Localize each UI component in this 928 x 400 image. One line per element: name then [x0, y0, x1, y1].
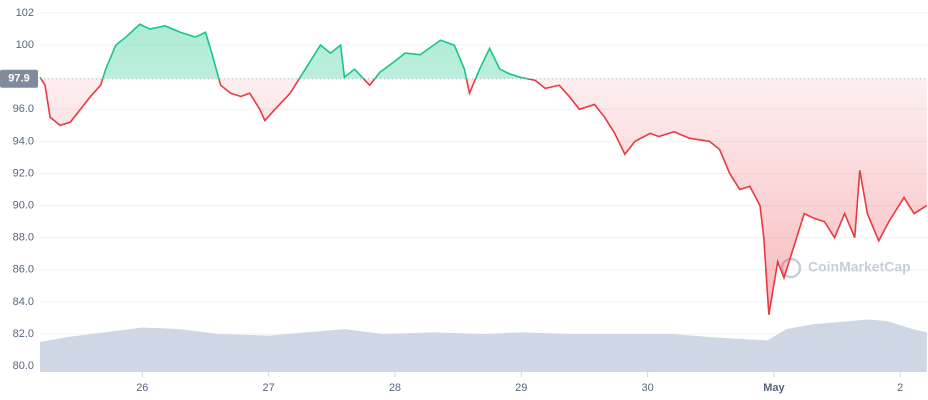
area-down — [41, 78, 927, 315]
y-tick-label: 82.0 — [13, 328, 34, 340]
x-tick-label: 27 — [263, 382, 275, 394]
y-tick-label: 102 — [16, 7, 34, 19]
area-up — [40, 24, 927, 79]
y-tick-label: 94.0 — [13, 135, 34, 147]
price-line-down — [40, 78, 928, 315]
watermark: CoinMarketCap — [808, 259, 911, 275]
x-tick-label: 2 — [897, 382, 903, 394]
y-tick-label: 86.0 — [13, 264, 34, 276]
volume-area — [40, 319, 927, 372]
y-tick-label: 92.0 — [13, 167, 34, 179]
baseline-badge — [0, 69, 38, 88]
y-tick-label: 100 — [16, 39, 34, 51]
x-tick-label: 29 — [515, 382, 527, 394]
y-tick-label: 84.0 — [13, 296, 34, 308]
y-tick-label: 80.0 — [13, 360, 34, 372]
x-tick-label: 30 — [641, 382, 653, 394]
y-tick-label: 88.0 — [13, 232, 34, 244]
y-tick-label: 90.0 — [13, 199, 34, 211]
y-tick-label: 96.0 — [13, 103, 34, 115]
price-line-up — [39, 23, 532, 79]
x-tick-label: May — [763, 382, 785, 394]
x-tick-label: 28 — [389, 382, 401, 394]
x-tick-label: 26 — [136, 382, 148, 394]
baseline-label: 97.9 — [8, 73, 29, 85]
